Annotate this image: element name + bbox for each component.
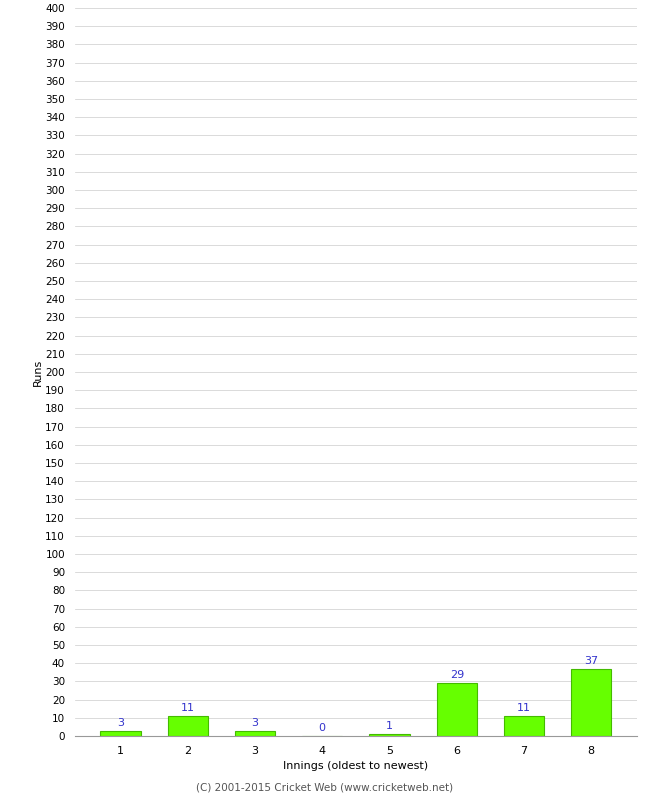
Text: 11: 11 [517,703,531,714]
Text: 3: 3 [252,718,259,728]
Text: 29: 29 [450,670,464,681]
Text: 11: 11 [181,703,195,714]
Bar [571,669,612,736]
Bar [437,683,477,736]
Text: 1: 1 [386,722,393,731]
Text: 3: 3 [117,718,124,728]
Text: (C) 2001-2015 Cricket Web (www.cricketweb.net): (C) 2001-2015 Cricket Web (www.cricketwe… [196,782,454,792]
Text: 37: 37 [584,656,599,666]
Text: 0: 0 [318,723,326,734]
Y-axis label: Runs: Runs [32,358,42,386]
X-axis label: Innings (oldest to newest): Innings (oldest to newest) [283,762,428,771]
Bar [168,716,208,736]
Bar [235,730,275,736]
Bar [369,734,410,736]
Bar [100,730,140,736]
Bar [504,716,544,736]
